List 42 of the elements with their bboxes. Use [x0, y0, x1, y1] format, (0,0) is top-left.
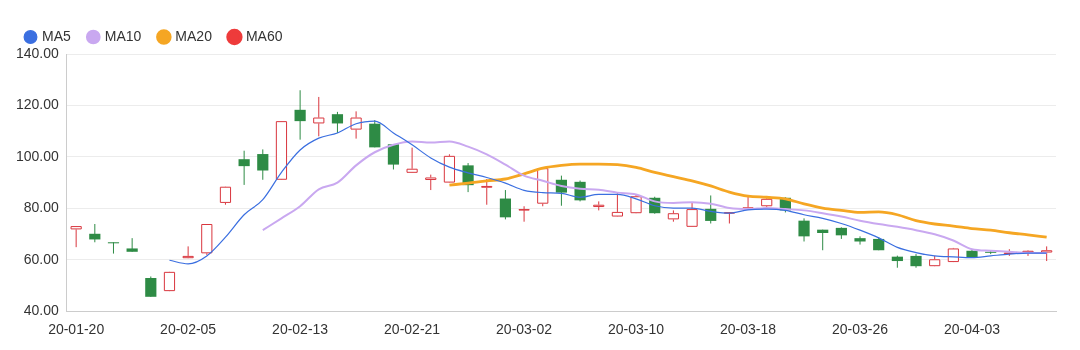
x-tick-label: 20-02-21 — [384, 321, 441, 338]
candlestick — [182, 245, 194, 259]
candlestick — [294, 89, 306, 141]
candlestick — [145, 275, 157, 298]
candlestick — [331, 111, 344, 134]
candlestick — [70, 225, 82, 248]
legend-label: MA20 — [175, 27, 213, 44]
candlestick — [499, 189, 512, 220]
x-tick-label: 20-02-05 — [160, 321, 217, 338]
candlestick — [387, 143, 400, 170]
y-tick-label: 140.00 — [15, 44, 60, 61]
x-tick-label: 20-02-13 — [272, 321, 329, 338]
x-tick-label: 20-03-02 — [496, 321, 553, 338]
candlestick — [219, 186, 232, 206]
x-tick-label: 20-01-20 — [48, 321, 105, 338]
candlestick — [854, 235, 866, 246]
legend-label: MA10 — [104, 27, 142, 44]
x-tick-label: 20-03-26 — [832, 321, 889, 338]
candlestick — [686, 201, 698, 228]
x-tick-label: 20-04-03 — [943, 321, 1001, 338]
legend-label: MA5 — [42, 27, 71, 44]
candlestick — [163, 271, 176, 292]
candlestick — [611, 192, 623, 218]
candlestick — [238, 150, 250, 186]
y-tick-label: 60.00 — [23, 250, 60, 267]
x-tick-label: 20-03-10 — [608, 321, 665, 338]
candlestick — [313, 96, 325, 137]
candlestick — [350, 110, 362, 140]
y-tick-label: 40.00 — [23, 302, 60, 319]
candlestick — [257, 148, 269, 181]
candlestick — [518, 205, 530, 223]
candlestick — [126, 237, 138, 253]
line-series — [448, 162, 1049, 239]
x-tick-label: 20-03-18 — [720, 321, 777, 338]
y-tick-label: 80.00 — [23, 199, 60, 216]
legend-label: MA60 — [245, 27, 283, 44]
candlestick — [107, 241, 120, 255]
candlestick — [406, 147, 418, 174]
candlestick — [798, 217, 810, 242]
y-tick-label: 100.00 — [15, 147, 60, 164]
y-tick-label: 120.00 — [15, 96, 60, 113]
candlestick — [369, 119, 381, 148]
